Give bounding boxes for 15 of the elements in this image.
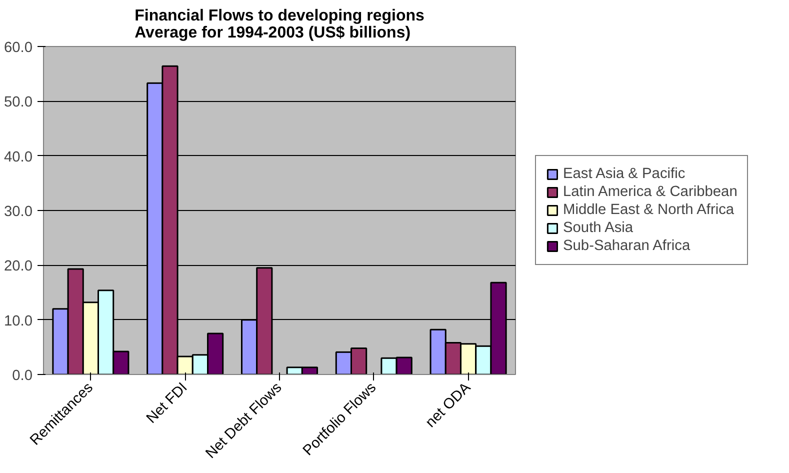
y-tick-label: 50.0: [4, 94, 33, 111]
y-tick-label: 0.0: [12, 368, 32, 384]
y-tick-label: 20.0: [4, 258, 33, 275]
y-tick-label: 30.0: [4, 204, 33, 220]
x-tick-label: net ODA: [422, 380, 474, 431]
x-tick-label: Net FDI: [144, 380, 191, 427]
legend-label: East Asia & Pacific: [563, 166, 686, 182]
legend-label: Latin America & Caribbean: [563, 184, 738, 200]
chart-title: Financial Flows to developing regions Average for 1994-2003 (US$ billions): [134, 8, 425, 42]
y-tick-label: 60.0: [4, 40, 33, 56]
legend-label: Sub-Saharan Africa: [563, 238, 690, 254]
y-tick-label: 10.0: [4, 313, 33, 330]
legend-label: Middle East & North Africa: [563, 202, 734, 218]
y-tick-label: 40.0: [4, 149, 33, 166]
legend-label: South Asia: [563, 220, 634, 236]
